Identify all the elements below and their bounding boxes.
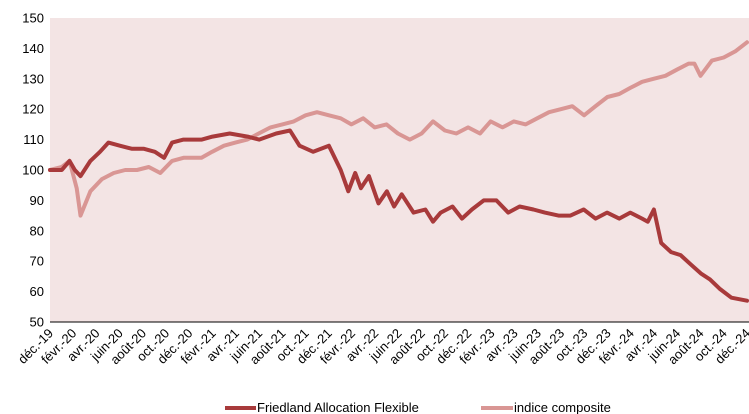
y-tick-label: 130 [22,71,44,86]
y-tick-label: 90 [30,193,44,208]
y-tick-label: 60 [30,284,44,299]
legend: Friedland Allocation Flexible indice com… [225,400,611,414]
series-friedland-line [48,128,749,303]
legend-label-indice-composite: indice composite [514,400,611,414]
plot-area [50,18,749,322]
y-tick-label: 50 [30,315,44,330]
x-axis: déc.-19févr.-20avr.-20juin-20août-20oct.… [15,326,749,368]
y-tick-label: 100 [22,163,44,178]
y-tick-label: 140 [22,41,44,56]
y-tick-label: 120 [22,102,44,117]
y-tick-label: 70 [30,254,44,269]
y-tick-label: 110 [23,132,44,147]
series-layer [48,40,749,303]
legend-label-friedland: Friedland Allocation Flexible [257,400,419,414]
series-indice-composite-line [48,40,749,218]
y-tick-label: 80 [30,223,44,238]
y-axis: 50 60 70 80 90 100 110 120 130 140 150 [22,11,44,330]
y-tick-label: 150 [22,11,44,26]
